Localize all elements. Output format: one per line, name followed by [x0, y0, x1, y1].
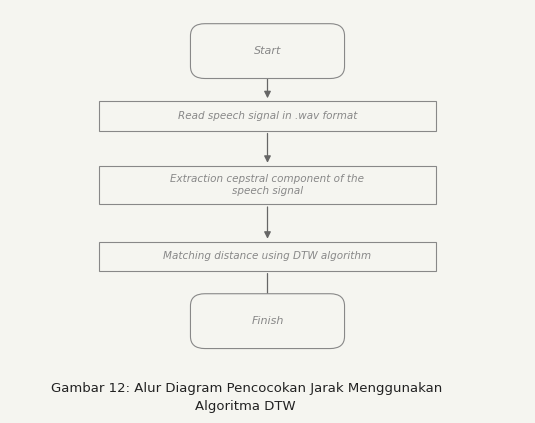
- Text: Matching distance using DTW algorithm: Matching distance using DTW algorithm: [163, 251, 372, 261]
- Text: Algoritma DTW: Algoritma DTW: [195, 400, 296, 413]
- FancyBboxPatch shape: [190, 24, 345, 79]
- Text: Extraction cepstral component of the
speech signal: Extraction cepstral component of the spe…: [171, 174, 364, 196]
- Text: Start: Start: [254, 46, 281, 56]
- FancyBboxPatch shape: [99, 102, 436, 131]
- FancyBboxPatch shape: [99, 242, 436, 271]
- Text: Finish: Finish: [251, 316, 284, 326]
- FancyBboxPatch shape: [190, 294, 345, 349]
- Text: Gambar 12: Alur Diagram Pencocokan Jarak Menggunakan: Gambar 12: Alur Diagram Pencocokan Jarak…: [51, 382, 442, 395]
- Text: Read speech signal in .wav format: Read speech signal in .wav format: [178, 111, 357, 121]
- FancyBboxPatch shape: [99, 166, 436, 204]
